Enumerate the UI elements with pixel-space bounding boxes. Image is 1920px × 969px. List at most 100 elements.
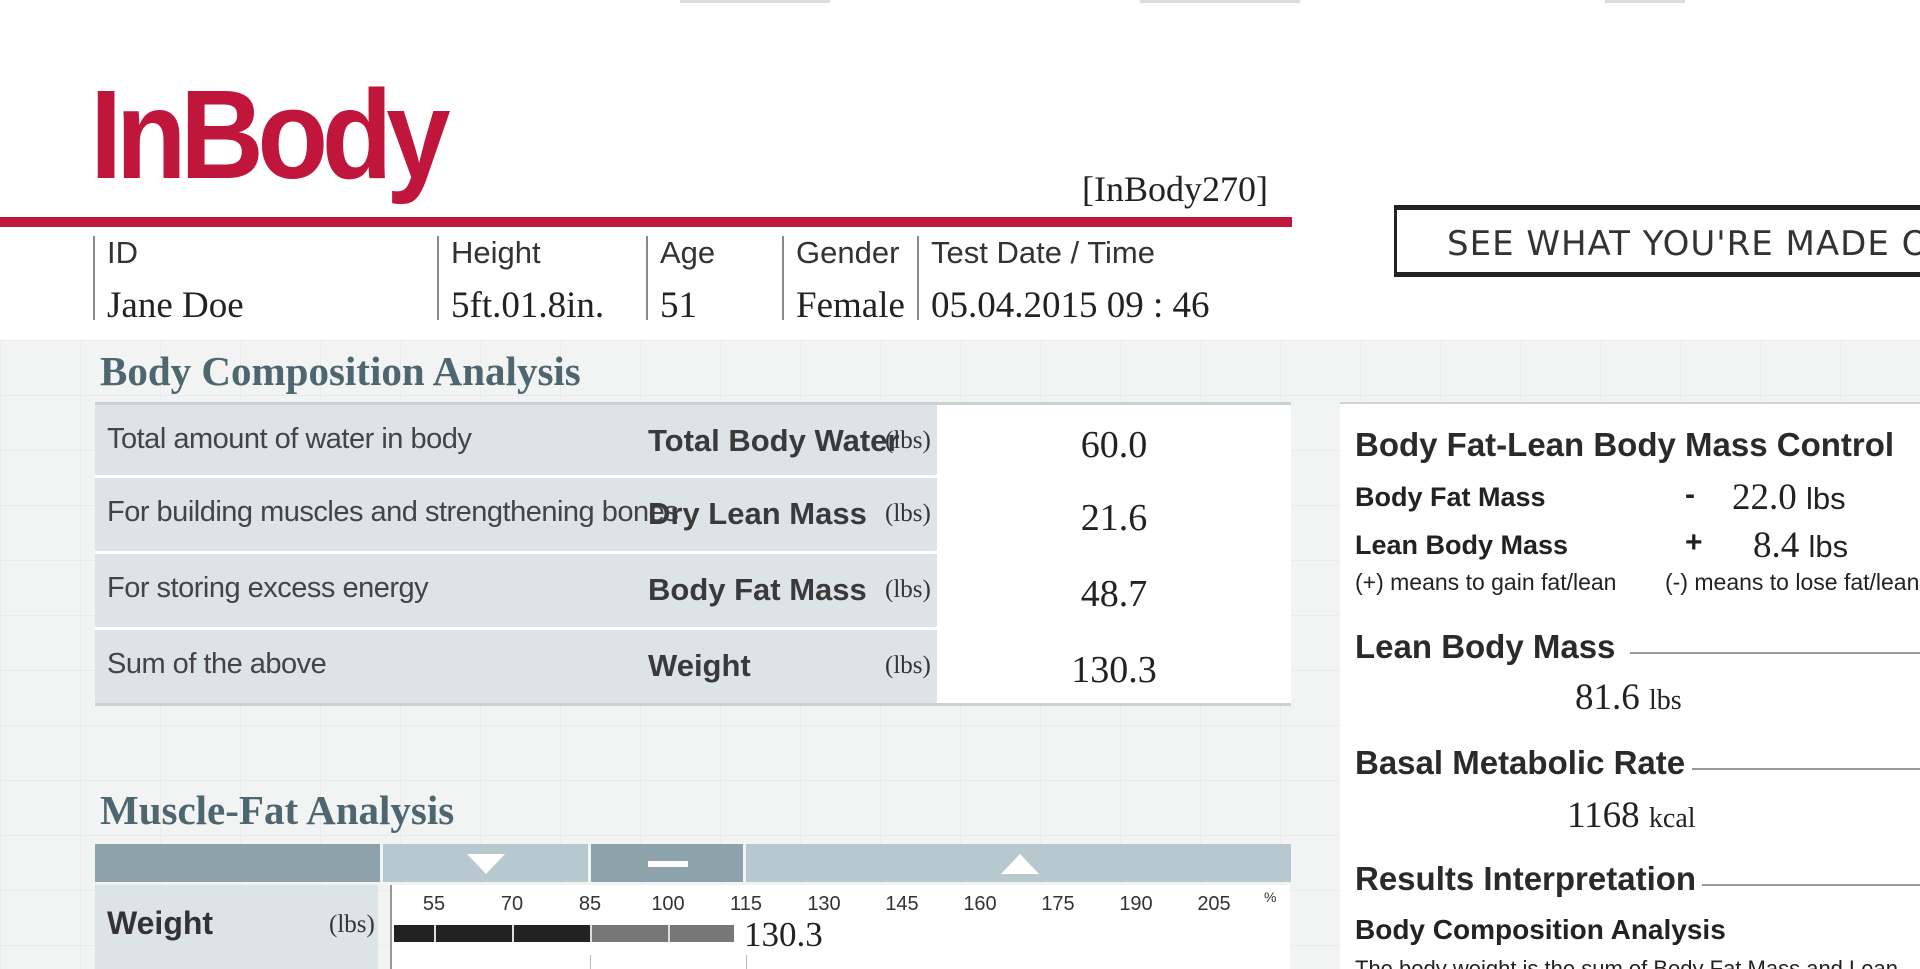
row-name: Body Fat Mass (648, 572, 867, 607)
tick-label: 55 (422, 893, 446, 915)
top-edge-mark (1140, 0, 1300, 3)
id-label: ID (107, 235, 138, 270)
right-panel: Body Fat-Lean Body Mass Control Body Fat… (1340, 402, 1920, 969)
lbm-total-number: 81.6 (1575, 677, 1640, 718)
table-row: Sum of the above Weight (lbs) 130.3 (95, 630, 1291, 706)
info-id: ID Jane Doe (93, 235, 437, 326)
lbm-control-label: Lean Body Mass (1355, 530, 1569, 560)
tick-label: 85 (578, 893, 602, 915)
row-unit: (lbs) (885, 427, 931, 454)
bfm-control-label: Body Fat Mass (1355, 482, 1546, 512)
mfa-row-label: Weight (lbs) (95, 885, 378, 969)
row-value: 48.7 (937, 554, 1291, 627)
lbm-total: 81.6 lbs (1575, 676, 1682, 719)
mfa-range-header (95, 844, 1291, 882)
row-description: For storing excess energy (107, 572, 429, 604)
header-label-segment (95, 844, 380, 882)
bfm-control-sign: - (1685, 478, 1695, 511)
tick-label: 100 (651, 893, 685, 915)
mfa-row-name: Weight (107, 905, 214, 941)
age-label: Age (660, 235, 716, 270)
info-test-date: Test Date / Time 05.04.2015 09 : 46 (917, 235, 1257, 326)
tick-label: 160 (963, 893, 997, 915)
date-value: 05.04.2015 09 : 46 (931, 285, 1210, 327)
row-description: Sum of the above (107, 648, 327, 680)
gain-note: (+) means to gain fat/lean (1355, 569, 1617, 595)
lbm-control-unit: lbs (1808, 529, 1849, 564)
date-label: Test Date / Time (931, 235, 1155, 270)
weight-bar-dark (394, 925, 590, 942)
tagline-banner: SEE WHAT YOU'RE MADE OF (1394, 205, 1920, 277)
percent-label: % (1264, 889, 1277, 905)
mfa-row-unit: (lbs) (329, 911, 375, 938)
row-unit: (lbs) (885, 500, 931, 527)
tick-label: 130 (807, 893, 841, 915)
info-gender: Gender Female (782, 235, 917, 326)
section-rule (1630, 652, 1920, 654)
gender-label: Gender (796, 235, 900, 270)
height-label: Height (451, 235, 541, 270)
interp-body: The body weight is the sum of Body Fat M… (1355, 956, 1898, 969)
lbm-title: Lean Body Mass (1355, 628, 1616, 665)
bar-separator (434, 925, 436, 942)
header-area (0, 0, 1920, 340)
row-value: 130.3 (937, 630, 1291, 703)
section-rule (1702, 884, 1920, 886)
bmr-title: Basal Metabolic Rate (1355, 744, 1686, 781)
lbm-control-number: 8.4 (1753, 525, 1800, 566)
weight-bar-value: 130.3 (744, 915, 823, 954)
bmr-number: 1168 (1567, 795, 1640, 836)
table-row: For building muscles and strengthening b… (95, 478, 1291, 554)
bfm-control-unit: lbs (1806, 481, 1846, 516)
header-divider (380, 844, 383, 882)
tick-label: 175 (1041, 893, 1075, 915)
normal-range-icon (648, 861, 688, 867)
bar-separator (590, 925, 592, 942)
bmr-value: 1168 kcal (1567, 794, 1696, 837)
lose-note: (-) means to lose fat/lean (1665, 569, 1920, 595)
height-value: 5ft.01.8in. (451, 285, 605, 327)
bar-separator (512, 925, 514, 942)
mfa-title: Muscle-Fat Analysis (100, 787, 455, 833)
header-rule (0, 217, 1292, 227)
header-divider (588, 844, 591, 882)
mfa-weight-bar: 55 70 85 100 115 130 145 160 175 190 205… (390, 885, 1290, 969)
tick-label: 205 (1197, 893, 1231, 915)
tick-label: 145 (885, 893, 919, 915)
info-height: Height 5ft.01.8in. (437, 235, 647, 326)
bfm-control-number: 22.0 (1732, 477, 1797, 518)
info-age: Age 51 (646, 235, 782, 326)
interp-title: Results Interpretation (1355, 860, 1697, 897)
top-edge-mark (1605, 0, 1685, 3)
row-name: Weight (648, 648, 751, 683)
row-value: 60.0 (937, 405, 1291, 478)
weight-bar-light (590, 925, 734, 942)
under-range-icon (467, 854, 505, 874)
table-row: Total amount of water in body Total Body… (95, 402, 1291, 478)
lbm-control-value: 8.4 lbs (1753, 524, 1848, 567)
age-value: 51 (660, 285, 697, 327)
tick-label: 190 (1119, 893, 1153, 915)
id-value: Jane Doe (107, 285, 244, 327)
row-name: Dry Lean Mass (648, 496, 867, 531)
control-title: Body Fat-Lean Body Mass Control (1355, 426, 1895, 463)
header-divider (743, 844, 746, 882)
tick-label: 115 (730, 893, 762, 915)
section-rule (1692, 768, 1920, 770)
row-name: Total Body Water (648, 423, 900, 458)
lbm-total-unit: lbs (1649, 685, 1682, 716)
bca-title: Body Composition Analysis (100, 348, 581, 394)
tick-label: 70 (500, 893, 524, 915)
row-value: 21.6 (937, 478, 1291, 551)
over-range-icon (1001, 854, 1039, 874)
device-model: [InBody270] (1082, 169, 1268, 209)
gridline (746, 955, 747, 969)
table-row: For storing excess energy Body Fat Mass … (95, 554, 1291, 630)
bmr-unit: kcal (1648, 803, 1696, 834)
bfm-control-value: 22.0 lbs (1732, 476, 1846, 519)
row-unit: (lbs) (885, 576, 931, 603)
lbm-control-sign: + (1685, 526, 1703, 559)
row-description: For building muscles and strengthening b… (107, 496, 679, 528)
bar-separator (668, 925, 670, 942)
gender-value: Female (796, 285, 905, 327)
